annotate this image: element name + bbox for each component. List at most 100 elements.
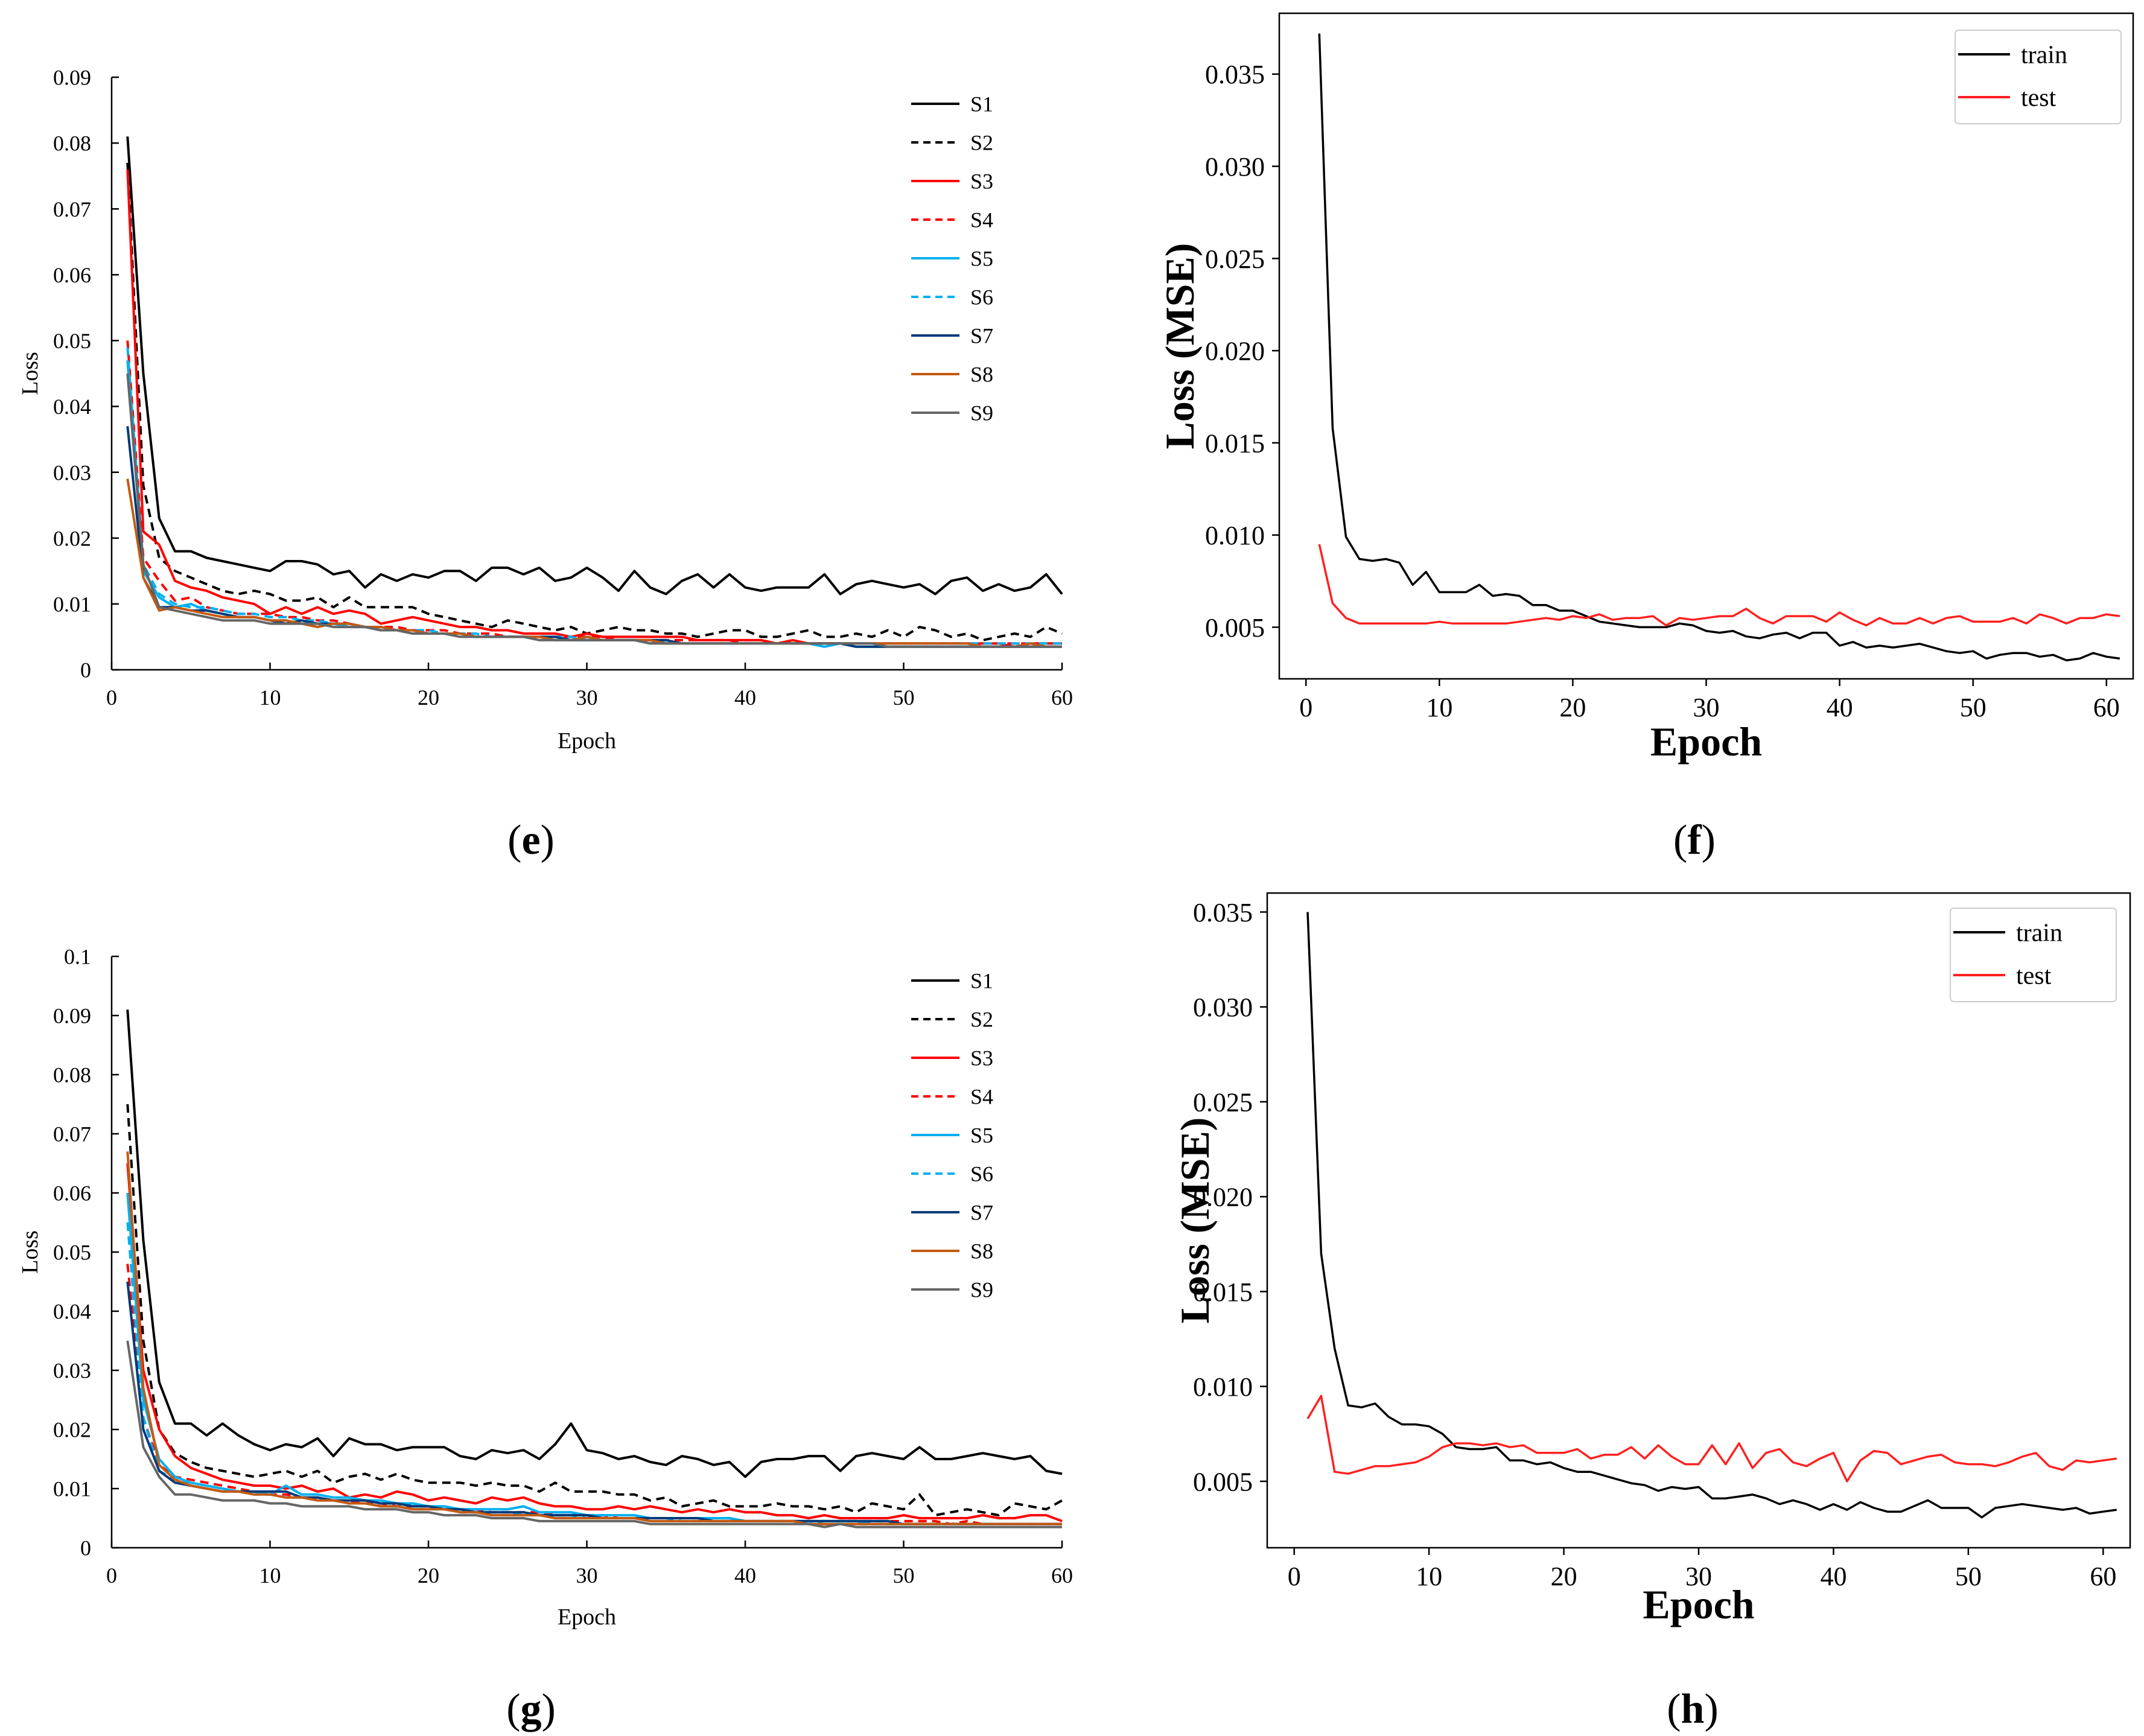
- legend-label-s6: S6: [970, 285, 993, 310]
- y-tick-label: 0.030: [1193, 993, 1253, 1022]
- y-tick-label: 0.01: [53, 1477, 91, 1501]
- chart-panel-g: 0 10 20 30 40 50 60 0 0.01 0.02 0.03 0.04 0.05 0.06 0.…: [17, 945, 1073, 1732]
- y-tick-label: 0.01: [53, 592, 91, 616]
- x-tick-label: 0: [106, 1563, 117, 1588]
- series-line-s1: [126, 1009, 1063, 1478]
- legend-label-s9: S9: [970, 401, 993, 425]
- series-line-s8: [126, 1151, 1062, 1525]
- x-tick-label: 10: [259, 685, 281, 710]
- legend: S1 S2 S3 S4 S5 S6 S7 S8 S9: [911, 92, 993, 425]
- y-tick-label: 0.035: [1193, 898, 1253, 927]
- x-axis-label: Epoch: [558, 1604, 616, 1630]
- x-tick-label: 10: [1426, 693, 1452, 722]
- x-tick-label: 40: [1820, 1562, 1847, 1591]
- legend-label-test: test: [2021, 84, 2057, 112]
- panel-caption: (f): [1673, 817, 1716, 863]
- legend-label-s4: S4: [970, 208, 993, 232]
- legend-label-s4: S4: [970, 1085, 993, 1109]
- legend-label-s2: S2: [970, 1008, 993, 1032]
- y-tick-label: 0.010: [1205, 521, 1265, 550]
- y-tick-label: 0.05: [53, 1241, 91, 1265]
- y-tick-label: 0.05: [53, 329, 91, 353]
- legend-label-s6: S6: [970, 1162, 993, 1186]
- legend: train test: [1955, 30, 2122, 124]
- legend-label-s7: S7: [970, 1201, 993, 1225]
- y-tick-label: 0.09: [53, 66, 91, 90]
- y-tick-label: 0: [80, 658, 91, 682]
- y-tick-label: 0.1: [64, 945, 91, 969]
- x-tick-label: 60: [1051, 685, 1073, 710]
- y-tick-label: 0.015: [1205, 428, 1265, 458]
- y-tick-label: 0.025: [1193, 1087, 1253, 1117]
- x-tick-label: 60: [1051, 1563, 1073, 1588]
- legend-label-s7: S7: [970, 324, 993, 348]
- x-tick-label: 30: [576, 685, 598, 710]
- x-tick-label: 10: [259, 1563, 281, 1588]
- y-axis-label: Loss: [17, 1230, 43, 1274]
- legend-label-train: train: [2016, 920, 2063, 947]
- panel-caption: (h): [1667, 1686, 1719, 1732]
- legend-label-s8: S8: [970, 363, 993, 387]
- series-line-s2: [126, 1104, 1063, 1517]
- x-tick-label: 50: [1955, 1562, 1982, 1591]
- y-tick-label: 0.04: [53, 395, 91, 419]
- y-tick-label: 0.03: [53, 1359, 91, 1383]
- y-tick-label: 0.015: [1193, 1277, 1253, 1307]
- y-tick-label: 0.04: [53, 1300, 91, 1324]
- y-tick-label: 0.08: [53, 132, 91, 156]
- legend-label-s3: S3: [970, 1046, 993, 1070]
- legend-label-s1: S1: [970, 92, 993, 116]
- series-line-s4: [126, 1264, 1062, 1525]
- chart-panel-h: 0 10 20 30 40 50 60 0.005 0.010 0.015 0.020 0.025 0.…: [1172, 892, 2131, 1732]
- x-tick-label: 30: [1693, 693, 1720, 722]
- y-tick-label: 0.020: [1193, 1183, 1253, 1212]
- y-tick-label: 0.010: [1193, 1372, 1253, 1402]
- series-line-s2: [126, 162, 1063, 641]
- series-line-train: [1318, 33, 2120, 662]
- x-axis-label: Epoch: [1643, 1582, 1754, 1627]
- series-line-s1: [126, 136, 1063, 596]
- x-tick-label: 10: [1416, 1562, 1442, 1591]
- y-tick-label: 0.09: [53, 1004, 91, 1028]
- x-tick-label: 40: [734, 685, 756, 710]
- y-axis-label: Loss (MSE): [1157, 243, 1203, 450]
- y-tick-label: 0: [80, 1536, 91, 1560]
- y-tick-label: 0.005: [1205, 613, 1265, 643]
- chart-panel-f: 0 10 20 30 40 50 60 0.005 0.010 0.015 0.020 0.025 0.…: [1157, 12, 2134, 863]
- x-tick-label: 0: [1288, 1562, 1301, 1591]
- x-tick-label: 30: [576, 1563, 598, 1588]
- x-tick-label: 20: [418, 1563, 439, 1588]
- y-tick-label: 0.03: [53, 460, 91, 485]
- x-tick-label: 0: [1299, 693, 1312, 722]
- series-line-train: [1306, 912, 2117, 1519]
- y-tick-label: 0.02: [53, 526, 91, 550]
- legend-label-train: train: [2021, 42, 2067, 69]
- x-axis-label: Epoch: [558, 728, 616, 754]
- y-tick-label: 0.02: [53, 1418, 91, 1442]
- legend-label-s2: S2: [970, 131, 993, 155]
- panel-caption: (e): [507, 817, 555, 863]
- series-line-s9: [126, 373, 1062, 648]
- x-tick-label: 50: [893, 685, 915, 710]
- legend-label-test: test: [2016, 962, 2052, 990]
- y-tick-label: 0.07: [53, 1122, 91, 1146]
- legend: train test: [1950, 908, 2117, 1002]
- x-tick-label: 40: [1827, 693, 1853, 722]
- y-tick-label: 0.005: [1193, 1467, 1253, 1496]
- x-tick-label: 60: [2090, 1562, 2116, 1591]
- x-tick-label: 20: [1551, 1562, 1577, 1591]
- panel-caption: (g): [506, 1686, 556, 1732]
- x-tick-label: 0: [106, 685, 117, 710]
- x-tick-label: 20: [418, 685, 439, 710]
- y-tick-label: 0.08: [53, 1063, 91, 1087]
- series-line-test: [1318, 544, 2120, 627]
- legend-label-s5: S5: [970, 1124, 993, 1148]
- x-axis-label: Epoch: [1650, 719, 1762, 765]
- y-axis-label: Loss: [17, 352, 43, 395]
- x-tick-label: 50: [1960, 693, 1987, 722]
- legend-label-s5: S5: [970, 247, 993, 271]
- legend-label-s3: S3: [970, 170, 993, 194]
- y-tick-label: 0.020: [1205, 337, 1265, 366]
- series-line-test: [1306, 1394, 2117, 1483]
